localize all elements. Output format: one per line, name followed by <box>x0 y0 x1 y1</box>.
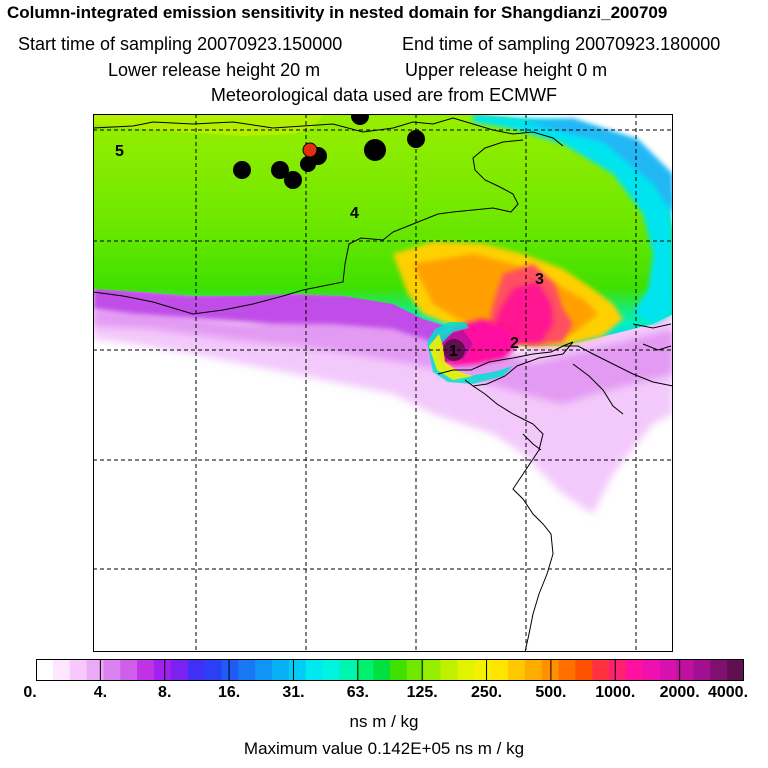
colorbar-cell <box>170 659 189 681</box>
colorbar-cell <box>103 659 121 681</box>
colorbar-cell <box>710 659 728 681</box>
region-label-3: 3 <box>535 271 544 288</box>
sensitivity-map: 1 2 3 4 5 <box>93 114 673 652</box>
colorbar-cell <box>423 659 442 681</box>
chart-title: Column-integrated emission sensitivity i… <box>7 3 668 22</box>
color-scale-labels: 0. 4. 8. 16. 31. 63. 125. 250. 500. 1000. 2000. 400… <box>0 684 768 704</box>
colorbar-tick-label: 8. <box>158 684 172 701</box>
colorbar-cell <box>406 659 425 681</box>
colorbar-cell <box>356 659 374 681</box>
colorbar-cell <box>86 659 105 681</box>
color-scale-bar <box>36 659 744 681</box>
colorbar-cell <box>204 659 223 681</box>
colorbar-cell <box>137 659 155 681</box>
colorbar-cell <box>187 659 206 681</box>
colorbar-tick-label: 125. <box>406 684 438 701</box>
met-data-label: Meteorological data used are from ECMWF <box>210 85 558 105</box>
colorbar-tick-label: 2000. <box>659 684 700 701</box>
colorbar-cell <box>457 659 475 681</box>
colorbar-tick-label: 63. <box>346 684 369 701</box>
colorbar-cell <box>491 659 509 681</box>
upper-release-label: Upper release height 0 m <box>405 60 608 80</box>
colorbar-tick-label: 16. <box>217 684 241 701</box>
colorbar-cell <box>339 659 357 681</box>
colorbar-cell <box>305 659 324 681</box>
units-label: ns m / kg <box>349 712 419 731</box>
region-label-5: 5 <box>115 143 124 160</box>
colorbar-cell <box>524 659 543 681</box>
colorbar-cell <box>676 659 695 681</box>
colorbar-cell <box>609 659 627 681</box>
colorbar-cell <box>592 659 610 681</box>
colorbar-tick-label: 1000. <box>595 684 636 701</box>
colorbar-cell <box>69 659 88 681</box>
region-label-2: 2 <box>510 335 519 352</box>
colorbar-cell <box>440 659 459 681</box>
colorbar-cell <box>390 659 408 681</box>
colorbar-cell <box>120 659 138 681</box>
colorbar-cell <box>659 659 678 681</box>
colorbar-cell <box>272 659 290 681</box>
colorbar-cell <box>474 659 492 681</box>
lower-release-label: Lower release height 20 m <box>108 60 321 80</box>
colorbar-cell <box>642 659 661 681</box>
colorbar-cell <box>154 659 172 681</box>
colorbar-cell <box>373 659 391 681</box>
colorbar-cell <box>221 659 239 681</box>
colorbar-cell <box>52 659 71 681</box>
colorbar-tick-label: 0. <box>23 684 37 701</box>
colorbar-cell <box>626 659 644 681</box>
colorbar-cell <box>558 659 577 681</box>
colorbar-cell <box>727 659 744 681</box>
colorbar-tick-label: 4000. <box>707 684 749 701</box>
colorbar-cell <box>693 659 711 681</box>
start-time-label: Start time of sampling 20070923.150000 <box>18 34 343 54</box>
colorbar-tick-label: 500. <box>535 684 567 701</box>
end-time-label: End time of sampling 20070923.180000 <box>402 34 721 54</box>
region-label-4: 4 <box>350 205 359 222</box>
colorbar-cell <box>255 659 273 681</box>
colorbar-cell <box>575 659 593 681</box>
colorbar-cell <box>288 659 307 681</box>
region-label-1: 1 <box>449 343 458 360</box>
colorbar-cell <box>322 659 341 681</box>
colorbar-tick-label: 31. <box>282 684 305 701</box>
max-value-label: Maximum value 0.142E+05 ns m / kg <box>243 739 525 758</box>
colorbar-tick-label: 250. <box>470 684 503 701</box>
colorbar-tick-label: 4. <box>93 684 108 701</box>
colorbar-cell <box>238 659 256 681</box>
colorbar-cell <box>36 659 54 681</box>
colorbar-cell <box>508 659 526 681</box>
